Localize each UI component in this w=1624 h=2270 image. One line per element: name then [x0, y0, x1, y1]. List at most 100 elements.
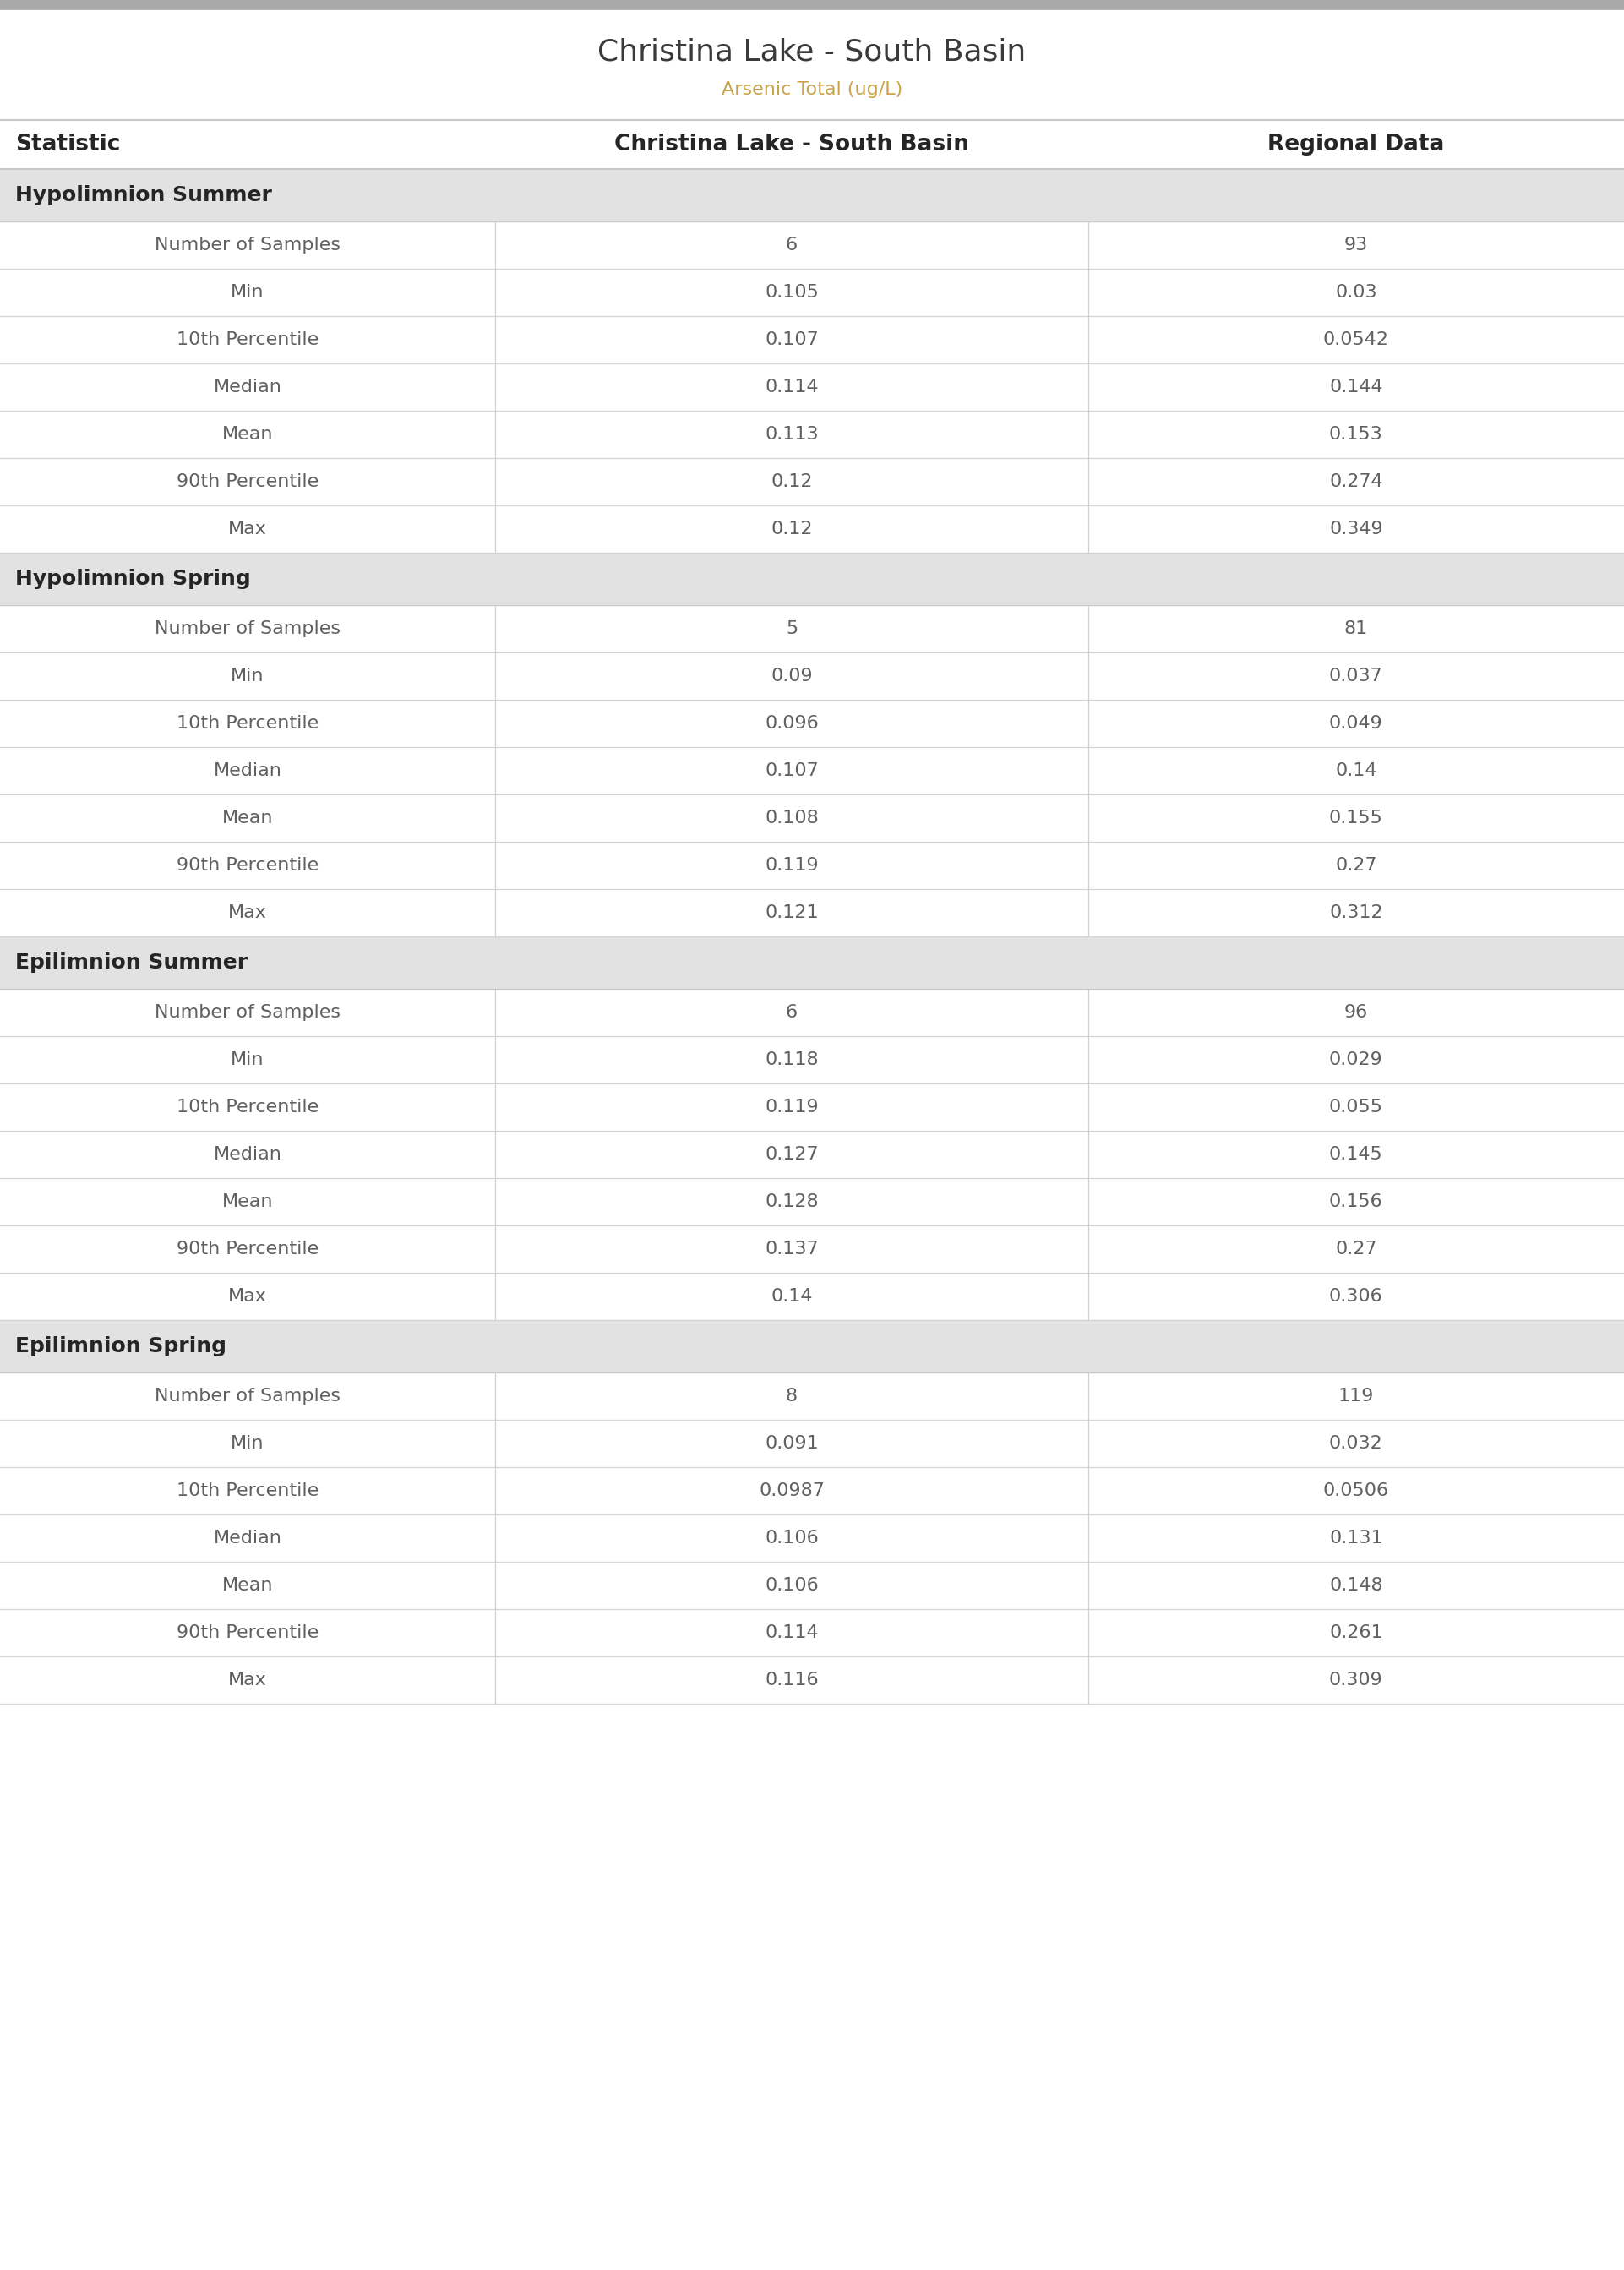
Text: 0.309: 0.309 [1328, 1671, 1384, 1689]
Text: Max: Max [229, 1287, 266, 1305]
Text: Median: Median [213, 379, 283, 395]
Text: Median: Median [213, 1530, 283, 1546]
Text: Median: Median [213, 1146, 283, 1162]
Text: Min: Min [231, 1051, 265, 1069]
Text: Number of Samples: Number of Samples [154, 1387, 341, 1405]
Bar [0, 1514, 1624, 1562]
Text: Hypolimnion Summer: Hypolimnion Summer [15, 186, 271, 204]
Text: Min: Min [231, 1435, 265, 1453]
Text: 81: 81 [1345, 620, 1367, 638]
Text: 90th Percentile: 90th Percentile [177, 472, 318, 490]
Text: 0.116: 0.116 [765, 1671, 818, 1689]
Text: 0.261: 0.261 [1328, 1625, 1384, 1641]
Text: 0.096: 0.096 [765, 715, 818, 731]
Text: Number of Samples: Number of Samples [154, 620, 341, 638]
Text: Max: Max [229, 520, 266, 538]
Text: 90th Percentile: 90th Percentile [177, 858, 318, 874]
Bar [0, 1609, 1624, 1657]
Text: 0.156: 0.156 [1328, 1194, 1384, 1210]
Bar [0, 842, 1624, 890]
Text: 0.119: 0.119 [765, 858, 818, 874]
Text: 90th Percentile: 90th Percentile [177, 1625, 318, 1641]
Text: Max: Max [229, 1671, 266, 1689]
Bar [0, 1130, 1624, 1178]
Text: 0.114: 0.114 [765, 1625, 818, 1641]
Text: 0.14: 0.14 [1335, 763, 1377, 779]
Text: 119: 119 [1338, 1387, 1374, 1405]
Bar [0, 1373, 1624, 1419]
Bar [0, 222, 1624, 268]
Text: Number of Samples: Number of Samples [154, 236, 341, 254]
Text: 0.127: 0.127 [765, 1146, 818, 1162]
Text: 0.09: 0.09 [771, 667, 812, 686]
Text: 5: 5 [786, 620, 797, 638]
Text: 0.118: 0.118 [765, 1051, 818, 1069]
Text: 0.274: 0.274 [1328, 472, 1384, 490]
Text: Median: Median [213, 763, 283, 779]
Bar [0, 1226, 1624, 1273]
Text: 93: 93 [1345, 236, 1367, 254]
Bar [0, 938, 1624, 990]
Text: Mean: Mean [222, 1194, 273, 1210]
Text: 0.27: 0.27 [1335, 1242, 1377, 1258]
Text: 0.105: 0.105 [765, 284, 818, 302]
Text: Regional Data: Regional Data [1268, 134, 1444, 157]
Bar [0, 506, 1624, 552]
Text: 0.108: 0.108 [765, 810, 818, 826]
Text: 10th Percentile: 10th Percentile [177, 1482, 318, 1498]
Bar [0, 552, 1624, 606]
Bar [0, 1562, 1624, 1609]
Text: 0.12: 0.12 [771, 472, 812, 490]
Text: Christina Lake - South Basin: Christina Lake - South Basin [598, 39, 1026, 66]
Text: Epilimnion Summer: Epilimnion Summer [15, 953, 248, 974]
Text: Epilimnion Spring: Epilimnion Spring [15, 1337, 226, 1357]
Text: 0.114: 0.114 [765, 379, 818, 395]
Text: Mean: Mean [222, 427, 273, 443]
Bar [0, 1083, 1624, 1130]
Text: 0.119: 0.119 [765, 1099, 818, 1115]
Text: 10th Percentile: 10th Percentile [177, 715, 318, 731]
Text: Mean: Mean [222, 810, 273, 826]
Text: Arsenic Total (ug/L): Arsenic Total (ug/L) [721, 82, 903, 98]
Text: 0.0542: 0.0542 [1324, 331, 1389, 347]
Text: 0.349: 0.349 [1328, 520, 1384, 538]
Bar [0, 1657, 1624, 1705]
Bar [0, 1466, 1624, 1514]
Text: 0.155: 0.155 [1328, 810, 1384, 826]
Bar [0, 890, 1624, 938]
Text: 0.106: 0.106 [765, 1530, 818, 1546]
Text: 0.107: 0.107 [765, 763, 818, 779]
Text: 0.037: 0.037 [1328, 667, 1384, 686]
Text: 0.121: 0.121 [765, 903, 818, 922]
Text: 0.12: 0.12 [771, 520, 812, 538]
Text: 0.03: 0.03 [1335, 284, 1377, 302]
Text: 0.106: 0.106 [765, 1578, 818, 1594]
Text: 0.029: 0.029 [1328, 1051, 1384, 1069]
Text: 0.306: 0.306 [1328, 1287, 1384, 1305]
Text: 0.145: 0.145 [1328, 1146, 1384, 1162]
Text: 0.131: 0.131 [1328, 1530, 1384, 1546]
Bar [0, 1321, 1624, 1373]
Text: Min: Min [231, 667, 265, 686]
Text: 0.27: 0.27 [1335, 858, 1377, 874]
Bar [0, 168, 1624, 222]
Text: 0.055: 0.055 [1328, 1099, 1384, 1115]
Bar [0, 1273, 1624, 1321]
Text: 0.0506: 0.0506 [1324, 1482, 1389, 1498]
Text: 0.14: 0.14 [771, 1287, 812, 1305]
Text: 0.144: 0.144 [1328, 379, 1384, 395]
Bar [0, 651, 1624, 699]
Bar [0, 794, 1624, 842]
Bar [0, 363, 1624, 411]
Bar [0, 699, 1624, 747]
Text: 6: 6 [786, 1003, 797, 1022]
Bar [0, 1035, 1624, 1083]
Text: 0.049: 0.049 [1328, 715, 1384, 731]
Text: 0.312: 0.312 [1328, 903, 1384, 922]
Text: 6: 6 [786, 236, 797, 254]
Text: 0.153: 0.153 [1328, 427, 1384, 443]
Text: Max: Max [229, 903, 266, 922]
Text: 0.032: 0.032 [1328, 1435, 1384, 1453]
Text: 0.148: 0.148 [1328, 1578, 1384, 1594]
Bar [0, 0, 1624, 9]
